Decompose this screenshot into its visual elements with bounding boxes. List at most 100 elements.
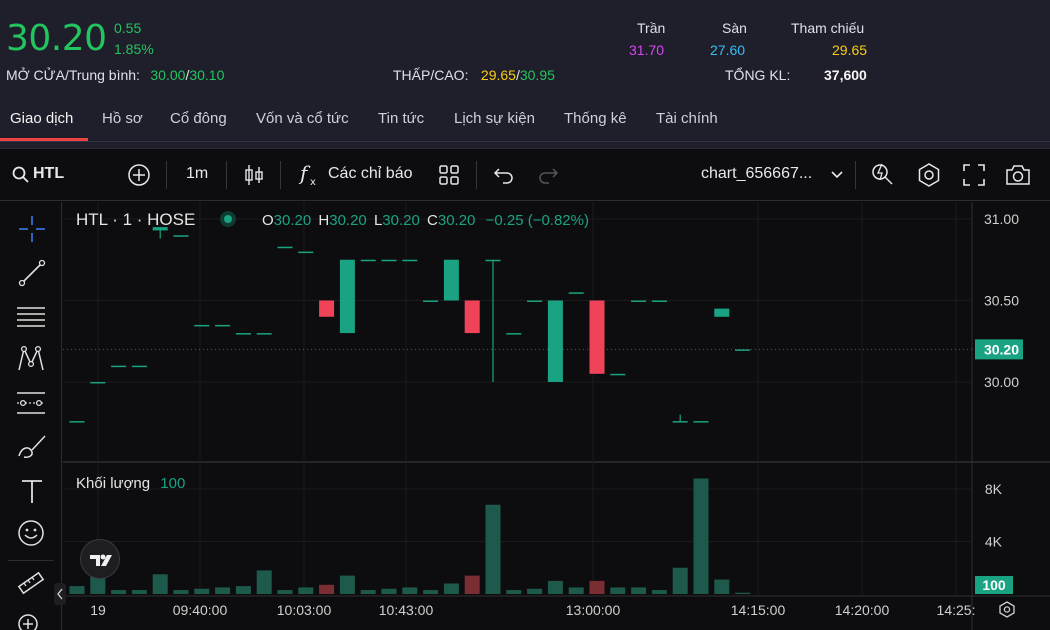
tab-financials[interactable]: Tài chính bbox=[656, 110, 718, 127]
price-tag-label: 30.20 bbox=[984, 341, 1019, 357]
tab-profile[interactable]: Hồ sơ bbox=[102, 110, 143, 127]
crosshair-icon[interactable] bbox=[17, 214, 47, 244]
settings-icon[interactable] bbox=[916, 162, 942, 188]
volume-bar bbox=[735, 592, 751, 594]
volume-bar bbox=[443, 583, 459, 594]
camera-icon[interactable] bbox=[1004, 163, 1032, 187]
interval-button[interactable]: 1m bbox=[186, 165, 209, 182]
candle-body bbox=[173, 235, 189, 237]
total-vol-label: TỔNG KL: bbox=[725, 67, 791, 83]
tab-capital-dividends[interactable]: Vốn và cổ tức bbox=[256, 110, 349, 127]
indicators-button[interactable]: f x Các chỉ báo bbox=[296, 161, 420, 189]
candle-body bbox=[277, 246, 293, 249]
volume-bar bbox=[423, 590, 439, 594]
floor-value: 27.60 bbox=[710, 42, 746, 58]
brush-icon[interactable] bbox=[16, 432, 48, 462]
text-tool-icon[interactable] bbox=[18, 476, 46, 506]
candle-body bbox=[735, 349, 751, 351]
avg-value: 30.10 bbox=[189, 67, 225, 83]
tab-events[interactable]: Lịch sự kiện bbox=[454, 110, 535, 127]
volume-bar bbox=[298, 587, 314, 594]
volume-bar bbox=[672, 567, 688, 594]
tradingview-logo[interactable] bbox=[80, 539, 120, 579]
fib-retracement-icon[interactable] bbox=[15, 302, 47, 332]
candle-body bbox=[610, 373, 626, 376]
high-label: H bbox=[318, 212, 330, 229]
time-tick-label: 14:20:00 bbox=[835, 602, 890, 618]
separator: / bbox=[185, 67, 190, 83]
ref-label: Tham chiếu bbox=[791, 20, 865, 36]
candle-body bbox=[69, 421, 85, 423]
volume-bar bbox=[194, 588, 210, 594]
time-tick-label: 10:43:00 bbox=[379, 602, 434, 618]
candle-body bbox=[568, 292, 584, 294]
series-legend: HTL · 1 · HOSE bbox=[76, 210, 237, 230]
trend-line-icon[interactable] bbox=[17, 258, 47, 288]
close-legend-value: 30.20 bbox=[437, 212, 476, 229]
undo-icon[interactable] bbox=[493, 165, 515, 185]
emoji-icon[interactable] bbox=[16, 518, 46, 548]
volume-bar bbox=[506, 590, 522, 594]
ceiling-label: Trần bbox=[637, 20, 666, 36]
volume-label[interactable]: Khối lượng bbox=[76, 475, 151, 492]
layout-name[interactable]: chart_656667... bbox=[701, 165, 813, 182]
fullscreen-icon[interactable] bbox=[962, 163, 986, 187]
tab-statistics[interactable]: Thống kê bbox=[564, 110, 627, 127]
candle-body bbox=[131, 365, 147, 368]
volume-bar bbox=[173, 590, 189, 594]
candle-body bbox=[485, 259, 501, 262]
candle-body bbox=[111, 365, 127, 368]
last-price: 30.20 bbox=[6, 18, 107, 59]
pattern-icon[interactable] bbox=[16, 344, 46, 374]
zoom-in-icon[interactable] bbox=[16, 612, 46, 630]
candle-body bbox=[506, 333, 522, 335]
candle-style-icon[interactable] bbox=[243, 163, 265, 187]
volume-bar bbox=[111, 590, 127, 594]
candle-body bbox=[90, 381, 106, 384]
price-tick-label: 30.00 bbox=[984, 374, 1019, 390]
legend-change: −0.25 (−0.82%) bbox=[485, 212, 589, 229]
high-legend-value: 30.20 bbox=[329, 212, 367, 229]
layouts-grid-icon[interactable] bbox=[438, 164, 460, 186]
collapse-toolbar-button[interactable] bbox=[54, 583, 66, 605]
redo-icon[interactable] bbox=[537, 165, 559, 185]
price-tag bbox=[975, 339, 1023, 360]
chart-toolbar: HTL 1m f x Các chỉ báo bbox=[0, 149, 1050, 201]
volume-bar bbox=[651, 590, 667, 594]
volume-tag bbox=[975, 576, 1013, 594]
price-volume-chart[interactable]: 31.00 30.50 30.00 30.20 8K 4K 100 19 09:40:00 10:… bbox=[0, 149, 1050, 630]
candle-body bbox=[215, 324, 231, 327]
quick-search-icon[interactable] bbox=[870, 162, 896, 188]
chevron-down-icon[interactable] bbox=[830, 169, 844, 181]
volume-bar bbox=[235, 586, 251, 594]
search-icon bbox=[12, 166, 29, 183]
volume-bar bbox=[319, 584, 335, 594]
compare-add-icon[interactable] bbox=[127, 163, 151, 187]
candle-body bbox=[464, 300, 480, 334]
tab-trading[interactable]: Giao dịch bbox=[10, 110, 74, 127]
legend-title[interactable]: HTL · 1 · HOSE bbox=[76, 210, 196, 229]
floor-label: Sàn bbox=[722, 20, 747, 36]
candle-body bbox=[693, 421, 709, 423]
prediction-icon[interactable] bbox=[15, 388, 47, 418]
price-tick-label: 31.00 bbox=[984, 211, 1019, 227]
tab-news[interactable]: Tin tức bbox=[378, 110, 425, 127]
volume-bar bbox=[547, 580, 563, 594]
open-avg-label: MỞ CỬA/Trung bình: bbox=[6, 67, 140, 83]
time-tick-label: 14:15:00 bbox=[731, 602, 786, 618]
volume-bar bbox=[339, 575, 355, 594]
tradingview-logo-icon bbox=[90, 554, 112, 566]
candle-body bbox=[443, 259, 459, 301]
symbol-label: HTL bbox=[33, 165, 65, 182]
ruler-icon[interactable] bbox=[16, 568, 46, 598]
volume-bar bbox=[402, 587, 418, 594]
candle-body bbox=[589, 300, 605, 374]
ceiling-value: 31.70 bbox=[629, 42, 665, 58]
axis-settings-icon[interactable] bbox=[999, 601, 1015, 618]
candle-body bbox=[360, 259, 376, 262]
function-icon: f x bbox=[298, 161, 316, 187]
tab-shareholders[interactable]: Cổ đông bbox=[170, 110, 227, 127]
candle-body bbox=[547, 300, 563, 382]
symbol-search-button[interactable]: HTL bbox=[10, 164, 100, 186]
